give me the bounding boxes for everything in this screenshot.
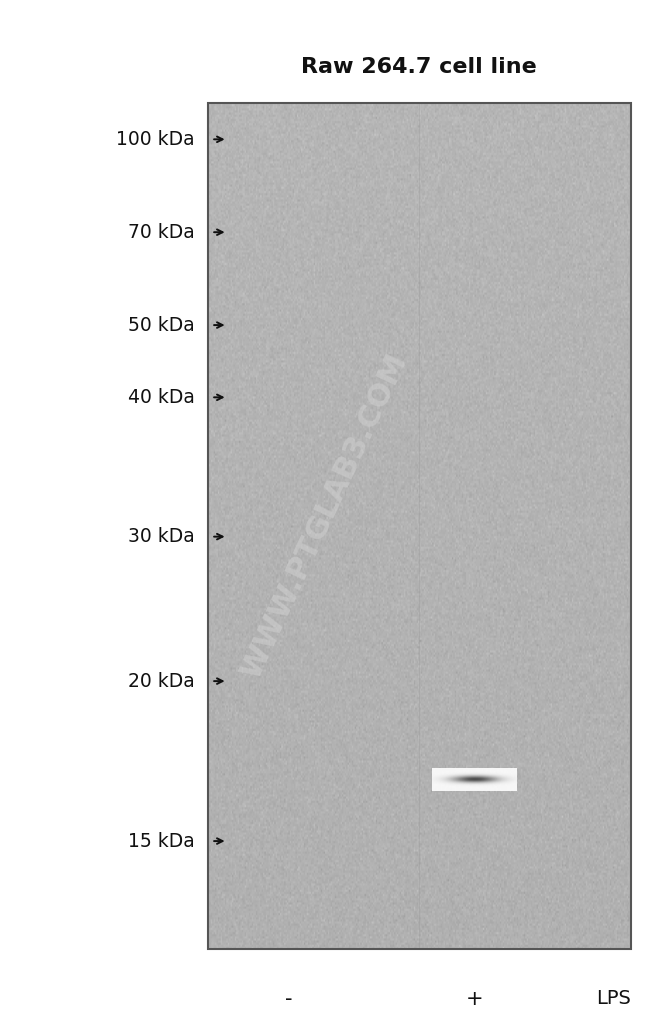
Text: 50 kDa: 50 kDa — [128, 316, 195, 334]
Text: +: + — [465, 989, 484, 1009]
Text: 40 kDa: 40 kDa — [128, 388, 195, 407]
Text: 15 kDa: 15 kDa — [128, 832, 195, 850]
Text: 20 kDa: 20 kDa — [128, 672, 195, 690]
Bar — [208, 103, 630, 949]
Text: WWW.PTGLAB3.COM: WWW.PTGLAB3.COM — [237, 349, 413, 683]
Text: 30 kDa: 30 kDa — [128, 527, 195, 546]
Text: 100 kDa: 100 kDa — [116, 130, 195, 149]
Text: -: - — [285, 989, 293, 1009]
Text: 70 kDa: 70 kDa — [128, 223, 195, 241]
Text: Raw 264.7 cell line: Raw 264.7 cell line — [302, 58, 537, 77]
Text: LPS: LPS — [595, 990, 630, 1008]
